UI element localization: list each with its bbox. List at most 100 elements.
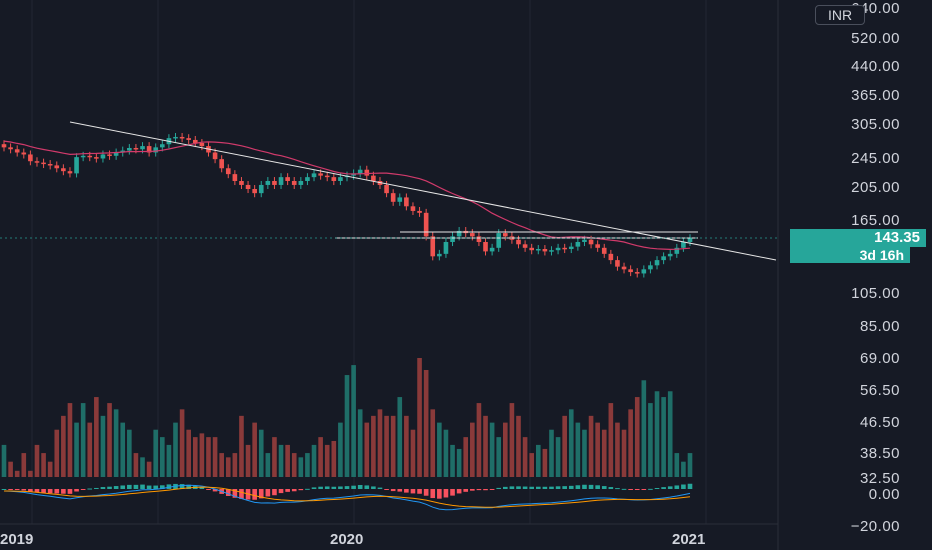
candle-body	[28, 154, 33, 162]
volume-bar	[417, 358, 422, 477]
candle-body	[278, 177, 284, 185]
macd-histogram-bar	[252, 489, 257, 500]
volume-bar	[186, 429, 192, 477]
volume-bar	[8, 461, 13, 477]
candle-body	[8, 147, 13, 150]
macd-histogram-bar	[159, 485, 165, 489]
macd-histogram-bar	[305, 488, 310, 490]
candle-body	[173, 136, 178, 139]
volume-bar	[298, 457, 304, 477]
y-axis-tick-label: 69.00	[860, 350, 900, 367]
bar-countdown-label: 3d 16h	[790, 247, 910, 263]
macd-histogram-bar	[654, 488, 660, 490]
candle-body	[159, 144, 165, 148]
volume-bar	[344, 375, 350, 477]
macd-histogram-bar	[641, 489, 647, 490]
candle-body	[232, 174, 238, 181]
volume-bar	[54, 429, 60, 477]
volume-bar	[100, 415, 106, 477]
volume-bar	[483, 415, 488, 477]
volume-bar	[476, 403, 482, 477]
macd-histogram-bar	[364, 485, 370, 489]
volume-bar	[555, 437, 561, 477]
candle-body	[549, 250, 554, 252]
volume-bar	[575, 422, 581, 477]
macd-histogram-bar	[41, 489, 46, 493]
candle-body	[522, 244, 528, 248]
candle-body	[410, 206, 416, 211]
candle-body	[575, 241, 581, 247]
candle-body	[437, 253, 442, 257]
macd-histogram-bar	[443, 489, 449, 498]
candle-body	[364, 169, 370, 176]
volume-bar	[338, 422, 343, 477]
candle-body	[318, 173, 323, 176]
volume-bar	[133, 453, 139, 477]
candle-body	[450, 236, 455, 242]
candle-body	[615, 260, 620, 267]
candle-body	[272, 181, 277, 185]
x-axis-tick-label: 2020	[330, 531, 363, 548]
candle-body	[687, 238, 693, 242]
candle-body	[681, 241, 686, 248]
volume-bar	[206, 437, 211, 477]
candle-body	[476, 236, 482, 242]
currency-badge[interactable]: INR	[815, 5, 865, 25]
macd-histogram-bar	[318, 486, 323, 489]
volume-bar	[21, 453, 27, 477]
volume-bar	[634, 397, 640, 477]
volume-bar	[324, 444, 330, 477]
candle-body	[423, 212, 429, 237]
volume-bar	[390, 415, 396, 477]
y-axis-tick-label: 245.00	[851, 150, 900, 167]
macd-histogram-bar	[562, 486, 567, 489]
candle-body	[661, 256, 666, 261]
candle-body	[582, 239, 587, 242]
macd-histogram-bar	[674, 485, 680, 489]
macd-histogram-bar	[28, 489, 33, 492]
volume-bar	[522, 437, 528, 477]
macd-histogram-bar	[410, 489, 416, 494]
macd-histogram-bar	[687, 483, 693, 489]
macd-histogram-bar	[615, 488, 620, 490]
volume-bar	[430, 409, 436, 477]
volume-bar	[61, 415, 66, 477]
candle-body	[489, 247, 495, 252]
candle-body	[127, 147, 132, 151]
candle-body	[384, 184, 389, 194]
volume-bar	[588, 415, 594, 477]
macd-histogram-bar	[87, 488, 93, 490]
y-axis-tick-label: 32.50	[860, 470, 900, 487]
macd-histogram-bar	[450, 489, 455, 496]
volume-bar	[127, 429, 132, 477]
y-axis-tick-label: 305.00	[851, 116, 900, 133]
volume-bar	[568, 409, 574, 477]
candle-body	[483, 241, 488, 252]
macd-histogram-bar	[47, 489, 53, 494]
volume-bar	[562, 415, 567, 477]
macd-histogram-bar	[133, 484, 139, 489]
candle-body	[608, 253, 614, 261]
candle-body	[562, 247, 567, 250]
volume-bar	[120, 422, 126, 477]
y-axis-tick-label: 105.00	[851, 285, 900, 302]
candle-body	[601, 247, 607, 254]
candle-body	[674, 247, 680, 254]
macd-histogram-bar	[34, 489, 40, 493]
volume-bar	[535, 444, 541, 477]
macd-histogram-bar	[667, 486, 673, 489]
volume-bar	[47, 461, 53, 477]
candle-body	[74, 157, 79, 174]
macd-histogram-bar	[278, 489, 284, 494]
macd-histogram-bar	[404, 489, 409, 493]
volume-bar	[272, 437, 277, 477]
macd-histogram-bar	[285, 489, 290, 492]
candle-body	[542, 248, 548, 252]
macd-histogram-bar	[588, 484, 594, 489]
y-axis-tick-label: 56.50	[860, 382, 900, 399]
macd-histogram-bar	[535, 486, 541, 489]
volume-bar	[1, 444, 7, 477]
volume-bar	[159, 437, 165, 477]
macd-histogram-bar	[127, 484, 132, 489]
